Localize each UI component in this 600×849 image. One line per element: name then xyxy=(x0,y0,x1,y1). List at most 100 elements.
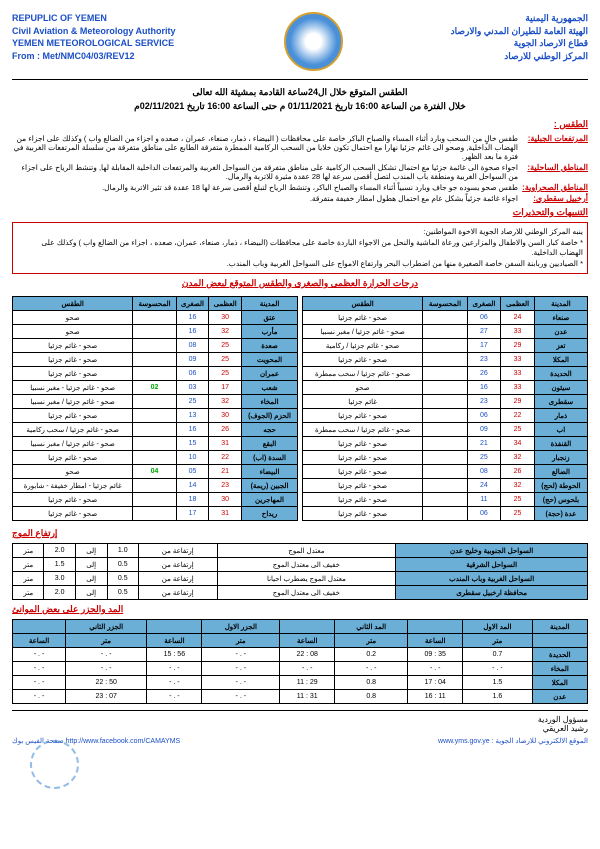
temp-tables: المدينةالعظمىالصغرىالمحسوسةالطقسصنعاء240… xyxy=(12,293,588,524)
cell: - . - xyxy=(147,690,202,704)
table-row: الحديدة0.735 : 090.208 : 22- . -56 : 15-… xyxy=(13,648,588,662)
col-header xyxy=(532,634,587,648)
table-row: شعب170302صحو - غائم جزئيا - مغبر نسبيا xyxy=(13,381,298,395)
cell xyxy=(133,507,176,521)
table-row: الجبين (ريمة)2314غائم جزئيا - امطار خفيف… xyxy=(13,479,298,493)
cell: 32 xyxy=(501,451,535,465)
cell: - . - xyxy=(147,676,202,690)
col-header: الساعة xyxy=(147,634,202,648)
table-row: المكلا1.504 : 170.829 : 11- . -- . -50 :… xyxy=(13,676,588,690)
wave-heading: إرتفاع الموج xyxy=(12,528,588,539)
cell: البقع xyxy=(242,437,298,451)
forecast-label: المناطق الصحراوية: xyxy=(518,183,588,192)
cell: - . - xyxy=(202,648,280,662)
cell: 11 : 16 xyxy=(408,690,463,704)
cell: المكلا xyxy=(532,676,587,690)
cell: 04 : 17 xyxy=(408,676,463,690)
wave-table: السواحل الجنوبية وخليج عدنمعتدل الموجإرت… xyxy=(12,543,588,600)
ar-l3: قطاع الارصاد الجوية xyxy=(451,37,588,50)
col-header: العظمى xyxy=(209,297,242,311)
cell: 25 xyxy=(467,451,500,465)
forecast-text: طقس صحو يسوده جو جاف وبارد نسبياً أثناء … xyxy=(12,183,518,192)
cell: خفيف الى معتدل الموج xyxy=(217,586,396,600)
en-l3: YEMEN METEOROLOGICAL SERVICE xyxy=(12,37,176,50)
cell: 17 xyxy=(176,507,209,521)
cell: 31 xyxy=(209,437,242,451)
col-header: الطقس xyxy=(13,297,133,311)
cell: 11 xyxy=(467,493,500,507)
cell xyxy=(423,409,468,423)
tide-heading: المد والجزر على بعض الموانئ xyxy=(12,604,588,615)
cell: 18 xyxy=(176,493,209,507)
cell xyxy=(133,325,176,339)
forecast-row: المرتفعات الجبلية:طقس خالٍ من السحب وبار… xyxy=(12,134,588,161)
table-row: القنفذة3421صحو - غائم جزئيا xyxy=(303,437,588,451)
cell: 03 xyxy=(176,381,209,395)
table-row: السواحل الجنوبية وخليج عدنمعتدل الموجإرت… xyxy=(13,544,588,558)
cell: 31 : 11 xyxy=(280,690,335,704)
cell xyxy=(133,395,176,409)
cell: 25 xyxy=(209,339,242,353)
table-row: الحوطة (لحج)3224صحو - غائم جزئيا xyxy=(303,479,588,493)
col-header xyxy=(280,620,335,634)
temp-heading: درجات الحرارة العظمى والصغرى والطقس المت… xyxy=(12,278,588,289)
cell: 50 : 22 xyxy=(66,676,147,690)
cell: زنجبار xyxy=(534,451,587,465)
cell: صحو xyxy=(303,381,423,395)
en-l1: REPUPLIC OF YEMEN xyxy=(12,12,176,25)
cell: الحديدة xyxy=(534,367,587,381)
alerts-heading: التنبيهات والتحذيرات xyxy=(12,207,588,218)
cell: 32 xyxy=(501,479,535,493)
cell xyxy=(423,325,468,339)
cell: 26 xyxy=(501,465,535,479)
col-header: متر xyxy=(202,634,280,648)
table-row: الضالع2608صحو - غائم جزئيا xyxy=(303,465,588,479)
tide-table: المدينةالمد الاولالمد الثانيالجزر الاولا… xyxy=(12,619,588,704)
cell: 22 xyxy=(209,451,242,465)
cell: 09 xyxy=(467,423,500,437)
cell: 0.5 xyxy=(107,572,138,586)
cell: 25 xyxy=(501,493,535,507)
cell: تعز xyxy=(534,339,587,353)
cell: صحو xyxy=(13,465,133,479)
cell: القنفذة xyxy=(534,437,587,451)
cell: 23 xyxy=(467,353,500,367)
cell: - . - xyxy=(202,676,280,690)
cell: - . - xyxy=(202,690,280,704)
cell: صحو - غائم جزئيا xyxy=(303,479,423,493)
cell: إلى xyxy=(75,544,107,558)
cell: الحديدة xyxy=(532,648,587,662)
cell: 0.8 xyxy=(335,690,408,704)
col-header: الجزر الاول xyxy=(202,620,280,634)
table-row: المهاجرين3018صحو - غائم جزئيا xyxy=(13,493,298,507)
table-row: الحزم (الجوف)3013صحو - غائم جزئيا xyxy=(13,409,298,423)
cell: الضالع xyxy=(534,465,587,479)
cell: غائم جزئيا - امطار خفيفة - شابورة xyxy=(13,479,133,493)
alert-line: * الصياديين وربابنة السفن خاصة الصغيرة م… xyxy=(17,259,583,270)
col-header: المدينة xyxy=(242,297,298,311)
cell: 33 xyxy=(501,325,535,339)
cell xyxy=(423,339,468,353)
cell: 29 : 11 xyxy=(280,676,335,690)
cell: بلحوس (حج) xyxy=(534,493,587,507)
cell: 23 xyxy=(467,395,500,409)
col-header: متر xyxy=(66,634,147,648)
cell xyxy=(423,367,468,381)
table-row: عدة (حجة)2506صحو - غائم جزئيا xyxy=(303,507,588,521)
cell: ريداح xyxy=(242,507,298,521)
cell: 06 xyxy=(467,311,500,325)
cell: صحو - غائم جزئيا / سحب ممطرة xyxy=(303,423,423,437)
table-row: زنجبار3225صحو - غائم جزئيا xyxy=(303,451,588,465)
cell: اب xyxy=(534,423,587,437)
cell xyxy=(133,367,176,381)
link-fb: صفحة الفيس بوك http://www.facebook.com/C… xyxy=(12,737,180,745)
cell: 25 xyxy=(501,507,535,521)
cell: إرتفاعة من xyxy=(138,586,217,600)
table-row: المخاء3225صحو - غائم جزئيا / مغبر نسبيا xyxy=(13,395,298,409)
col-header: المد الثاني xyxy=(335,620,408,634)
cell: متر xyxy=(13,558,44,572)
cell: 3.0 xyxy=(44,572,75,586)
cell: 0.5 xyxy=(107,586,138,600)
cell: عدن xyxy=(534,325,587,339)
cell: صحو - غائم جزئيا xyxy=(13,507,133,521)
